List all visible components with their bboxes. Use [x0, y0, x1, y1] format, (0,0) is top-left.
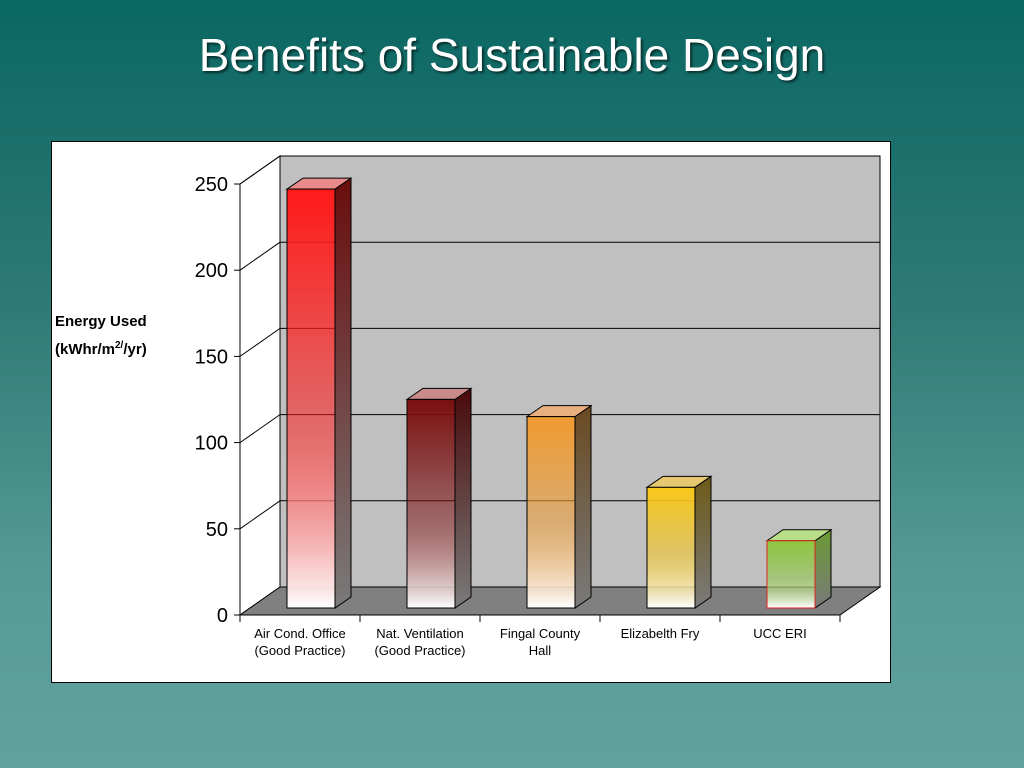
y-axis-label-line2: (kWhr/m2//yr): [55, 334, 147, 362]
y-tick-label: 100: [195, 433, 228, 455]
x-tick-label: (Good Practice): [254, 643, 345, 658]
y-tick-label: 250: [195, 174, 228, 196]
y-tick-label: 50: [206, 519, 228, 541]
bar-side: [454, 387, 472, 609]
gridline-side: [239, 241, 281, 271]
x-tick-label: Nat. Ventilation: [376, 626, 463, 641]
bar-side: [574, 404, 592, 609]
y-tick-label: 200: [195, 260, 228, 282]
gridline-side: [239, 414, 281, 444]
gridline-side: [239, 327, 281, 357]
y-axis-label: Energy Used (kWhr/m2//yr): [55, 310, 147, 362]
slide-title: Benefits of Sustainable Design: [198, 29, 826, 81]
y-axis-label-unit-prefix: (kWhr/m: [55, 341, 115, 358]
bar-side: [694, 475, 712, 609]
y-tick-label: 150: [195, 346, 228, 368]
x-tick-label: UCC ERI: [753, 626, 806, 641]
gridline-side: [239, 155, 281, 185]
y-axis-label-unit-sup: 2/: [115, 340, 124, 351]
x-tick-label: Hall: [529, 643, 552, 658]
gridline-side: [239, 500, 281, 530]
bar-side: [814, 528, 832, 609]
x-tick-label: Elizabelth Fry: [621, 626, 700, 641]
bar: [646, 486, 696, 609]
y-tick-label: 0: [217, 605, 228, 627]
bar: [286, 188, 336, 609]
bar: [406, 398, 456, 609]
bar-side: [334, 177, 352, 609]
x-tick-label: (Good Practice): [374, 643, 465, 658]
x-tick-label: Air Cond. Office: [254, 626, 346, 641]
chart-side-wall: [239, 155, 281, 616]
y-axis-label-line1: Energy Used: [55, 313, 147, 330]
bar: [526, 416, 576, 609]
bar: [766, 540, 816, 609]
x-tick-label: Fingal County: [500, 626, 581, 641]
y-axis-label-unit-suffix: /yr): [123, 341, 147, 358]
